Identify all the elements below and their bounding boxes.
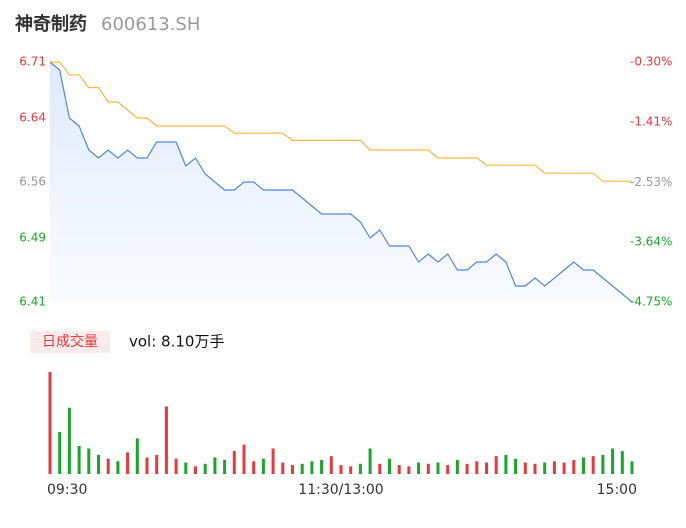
stock-code: 600613.SH xyxy=(101,14,200,35)
volume-bar xyxy=(436,462,440,474)
volume-bar xyxy=(203,463,207,474)
volume-bar xyxy=(329,456,333,474)
volume-bar xyxy=(291,465,294,474)
volume-bar xyxy=(242,444,246,474)
volume-bar xyxy=(465,463,469,474)
volume-bar xyxy=(552,461,556,474)
x-tick-label: 15:00 xyxy=(597,482,637,498)
volume-bar xyxy=(426,463,430,474)
volume-bar xyxy=(320,459,324,474)
volume-bar xyxy=(611,448,615,474)
stock-name: 神奇制药 xyxy=(15,13,87,35)
volume-bar xyxy=(562,462,566,474)
volume-bar xyxy=(582,457,585,474)
y2-tick-label: -4.75% xyxy=(630,295,672,309)
volume-badge-label: 日成交量 xyxy=(42,333,98,350)
volume-bar xyxy=(77,445,81,474)
volume-bar xyxy=(485,462,488,474)
volume-bar xyxy=(145,457,149,474)
y-tick-label: 6.64 xyxy=(19,111,46,125)
volume-bar xyxy=(174,458,178,474)
volume-bar xyxy=(261,458,265,474)
price-line xyxy=(49,61,633,303)
volume-bar xyxy=(601,454,605,474)
volume-bar xyxy=(271,448,275,474)
volume-bar xyxy=(106,458,110,474)
volume-bar xyxy=(281,462,285,474)
volume-bar xyxy=(135,438,139,474)
average-line xyxy=(50,61,632,182)
volume-bar xyxy=(388,458,391,474)
x-tick-label: 09:30 xyxy=(47,482,87,498)
volume-bar xyxy=(620,451,624,474)
volume-bar xyxy=(300,463,304,474)
volume-bar xyxy=(514,458,518,474)
volume-bar xyxy=(97,454,100,474)
volume-bar xyxy=(455,459,459,474)
price-area xyxy=(50,62,632,302)
volume-bar xyxy=(533,463,537,474)
y2-tick-label: -0.30% xyxy=(630,55,672,69)
volume-bar xyxy=(446,465,450,474)
volume-bar xyxy=(358,463,362,474)
volume-bar xyxy=(58,431,62,474)
volume-bar xyxy=(339,465,343,474)
volume-bar xyxy=(126,452,130,474)
volume-bar xyxy=(48,372,52,474)
volume-bar xyxy=(591,456,595,474)
volume-bar xyxy=(223,459,227,474)
y-tick-label: 6.41 xyxy=(19,295,46,309)
y2-tick-label: -2.53% xyxy=(630,175,672,189)
volume-bar xyxy=(349,466,353,474)
volume-bar xyxy=(397,465,401,474)
volume-bar xyxy=(630,461,634,474)
y-tick-label: 6.71 xyxy=(19,55,46,69)
y2-tick-label: -1.41% xyxy=(630,114,672,128)
volume-bar xyxy=(494,456,498,474)
volume-bar xyxy=(184,462,188,474)
volume-bar xyxy=(523,462,527,474)
y-tick-label: 6.56 xyxy=(19,175,46,189)
volume-bar xyxy=(310,461,314,474)
volume-bar xyxy=(67,407,71,474)
y-tick-label: 6.49 xyxy=(19,231,46,245)
volume-bar xyxy=(116,461,120,474)
volume-bar xyxy=(572,459,576,474)
volume-bar xyxy=(543,462,547,474)
volume-bar xyxy=(368,448,372,474)
volume-bar xyxy=(252,461,256,474)
volume-bar xyxy=(417,462,421,474)
volume-bar xyxy=(407,466,411,474)
volume-bar xyxy=(475,461,479,474)
volume-bar xyxy=(87,448,91,474)
volume-bar xyxy=(194,466,197,474)
x-tick-label: 11:30/13:00 xyxy=(298,482,383,498)
volume-bar xyxy=(164,406,168,474)
volume-bar xyxy=(504,454,508,474)
volume-bar xyxy=(378,463,382,474)
y2-tick-label: -3.64% xyxy=(630,235,672,249)
volume-bar xyxy=(232,451,236,474)
volume-bar xyxy=(213,457,217,474)
volume-total: vol: 8.10万手 xyxy=(129,333,224,351)
volume-badge xyxy=(30,331,110,353)
volume-bar xyxy=(155,454,159,474)
